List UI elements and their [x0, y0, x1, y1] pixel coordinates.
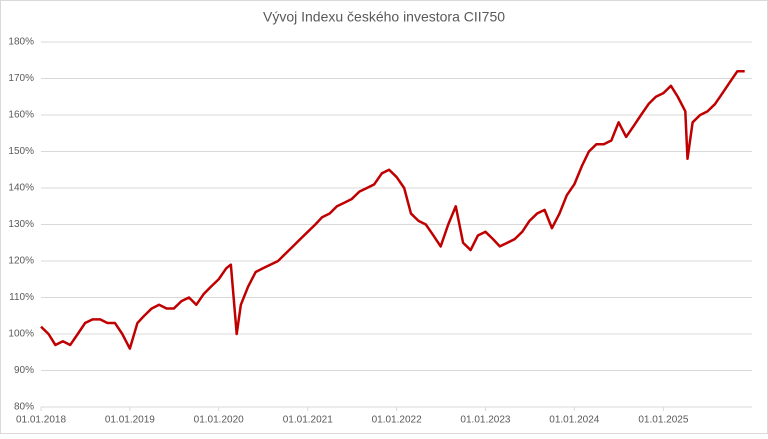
y-tick-label: 110%: [9, 292, 34, 303]
x-tick-label: 01.01.2025: [638, 415, 688, 426]
y-tick-label: 160%: [8, 110, 34, 121]
chart-title: Vývoj Indexu českého investora CII750: [263, 9, 505, 25]
y-tick-label: 90%: [14, 365, 34, 376]
y-tick-label: 140%: [8, 183, 34, 194]
y-tick-label: 130%: [8, 219, 34, 230]
y-tick-label: 80%: [14, 402, 34, 413]
x-tick-label: 01.01.2024: [549, 415, 599, 426]
y-tick-label: 120%: [8, 256, 34, 267]
x-tick-label: 01.01.2018: [16, 415, 66, 426]
x-tick-label: 01.01.2019: [105, 415, 155, 426]
line-series: [40, 69, 745, 350]
x-tick-label: 01.01.2023: [460, 415, 510, 426]
y-tick-label: 180%: [8, 37, 34, 48]
x-tick-label: 01.01.2022: [372, 415, 422, 426]
y-tick-label: 150%: [8, 146, 34, 157]
x-tick-label: 01.01.2021: [283, 415, 333, 426]
x-tick-label: 01.01.2020: [194, 415, 244, 426]
y-tick-label: 100%: [8, 329, 34, 340]
y-tick-label: 170%: [8, 73, 34, 84]
